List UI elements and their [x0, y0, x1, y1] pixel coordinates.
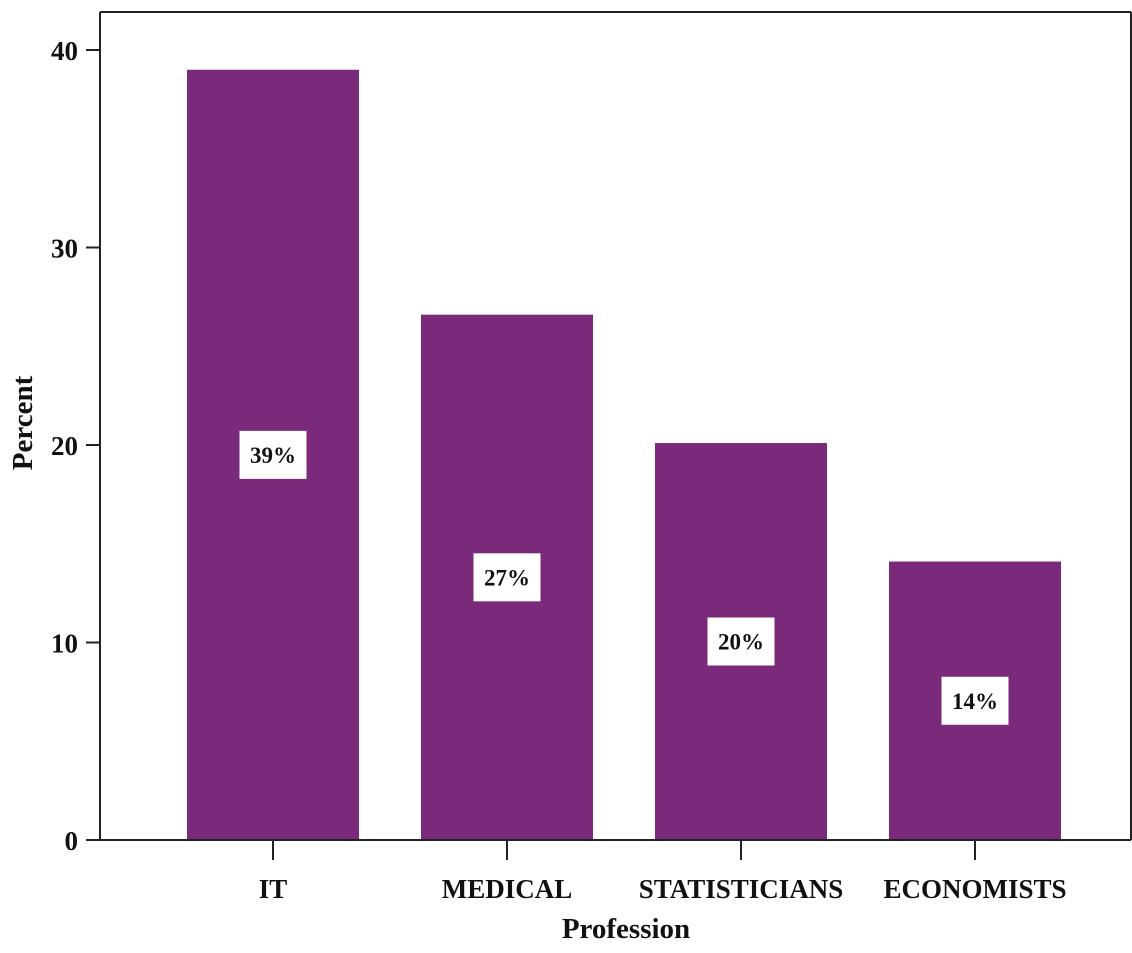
y-tick-label: 30: [51, 234, 78, 264]
y-tick-label: 0: [65, 826, 79, 856]
data-label: 20%: [718, 630, 764, 655]
data-label-box: [941, 676, 1009, 725]
data-label: 14%: [952, 689, 998, 714]
x-axis-title: Profession: [562, 913, 690, 945]
data-label: 27%: [484, 565, 530, 590]
data-label-box: [239, 430, 307, 479]
bars-layer: [187, 69, 1061, 840]
x-tick-label: IT: [259, 874, 288, 904]
y-axis-title: Percent: [7, 375, 39, 470]
x-tick-label: ECONOMISTS: [883, 874, 1066, 904]
y-tick-label: 40: [51, 36, 78, 66]
data-label: 39%: [250, 443, 296, 468]
y-tick-label: 10: [51, 629, 78, 659]
x-tick-label: STATISTICIANS: [639, 874, 844, 904]
x-tick-label: MEDICAL: [442, 874, 573, 904]
data-label-box: [473, 553, 541, 602]
y-ticks-layer: 0 10 20 30 40: [51, 36, 100, 856]
data-label-box: [707, 617, 775, 666]
x-ticks-layer: IT MEDICAL STATISTICIANS ECONOMISTS: [259, 840, 1067, 904]
data-labels-layer: 39% 27% 20% 14%: [239, 430, 1009, 725]
y-tick-label: 20: [51, 431, 78, 461]
